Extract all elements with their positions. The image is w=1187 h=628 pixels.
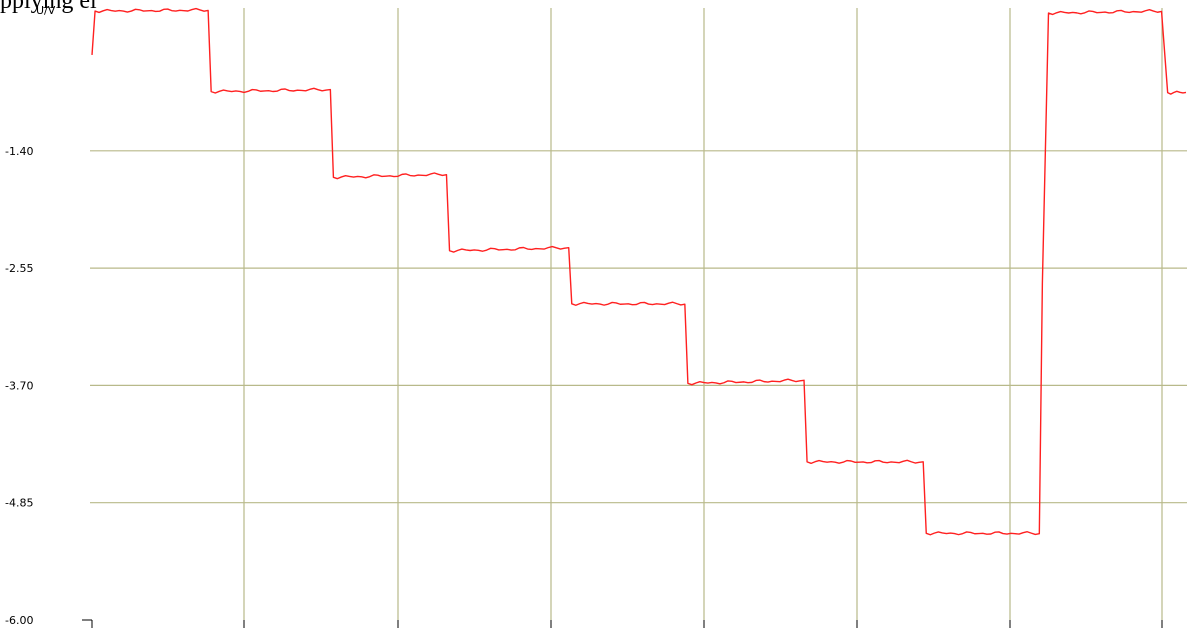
y-axis-label: U/V (36, 4, 56, 17)
label-layer: -1.40 -2.55 -3.70 -4.85 -6.00 U/V (5, 4, 56, 627)
y-tick-label-5: -6.00 (5, 614, 33, 627)
y-tick-label-3: -3.70 (5, 379, 33, 392)
grid-layer (90, 8, 1187, 620)
y-tick-label-1: -1.40 (5, 145, 33, 158)
voltage-series-line (91, 7, 1187, 536)
series-layer (91, 7, 1187, 536)
cutoff-header-text: pplying ei (0, 0, 97, 14)
axis-layer (82, 619, 1163, 628)
y-tick-label-4: -4.85 (5, 497, 33, 510)
y-tick-label-2: -2.55 (5, 262, 33, 275)
